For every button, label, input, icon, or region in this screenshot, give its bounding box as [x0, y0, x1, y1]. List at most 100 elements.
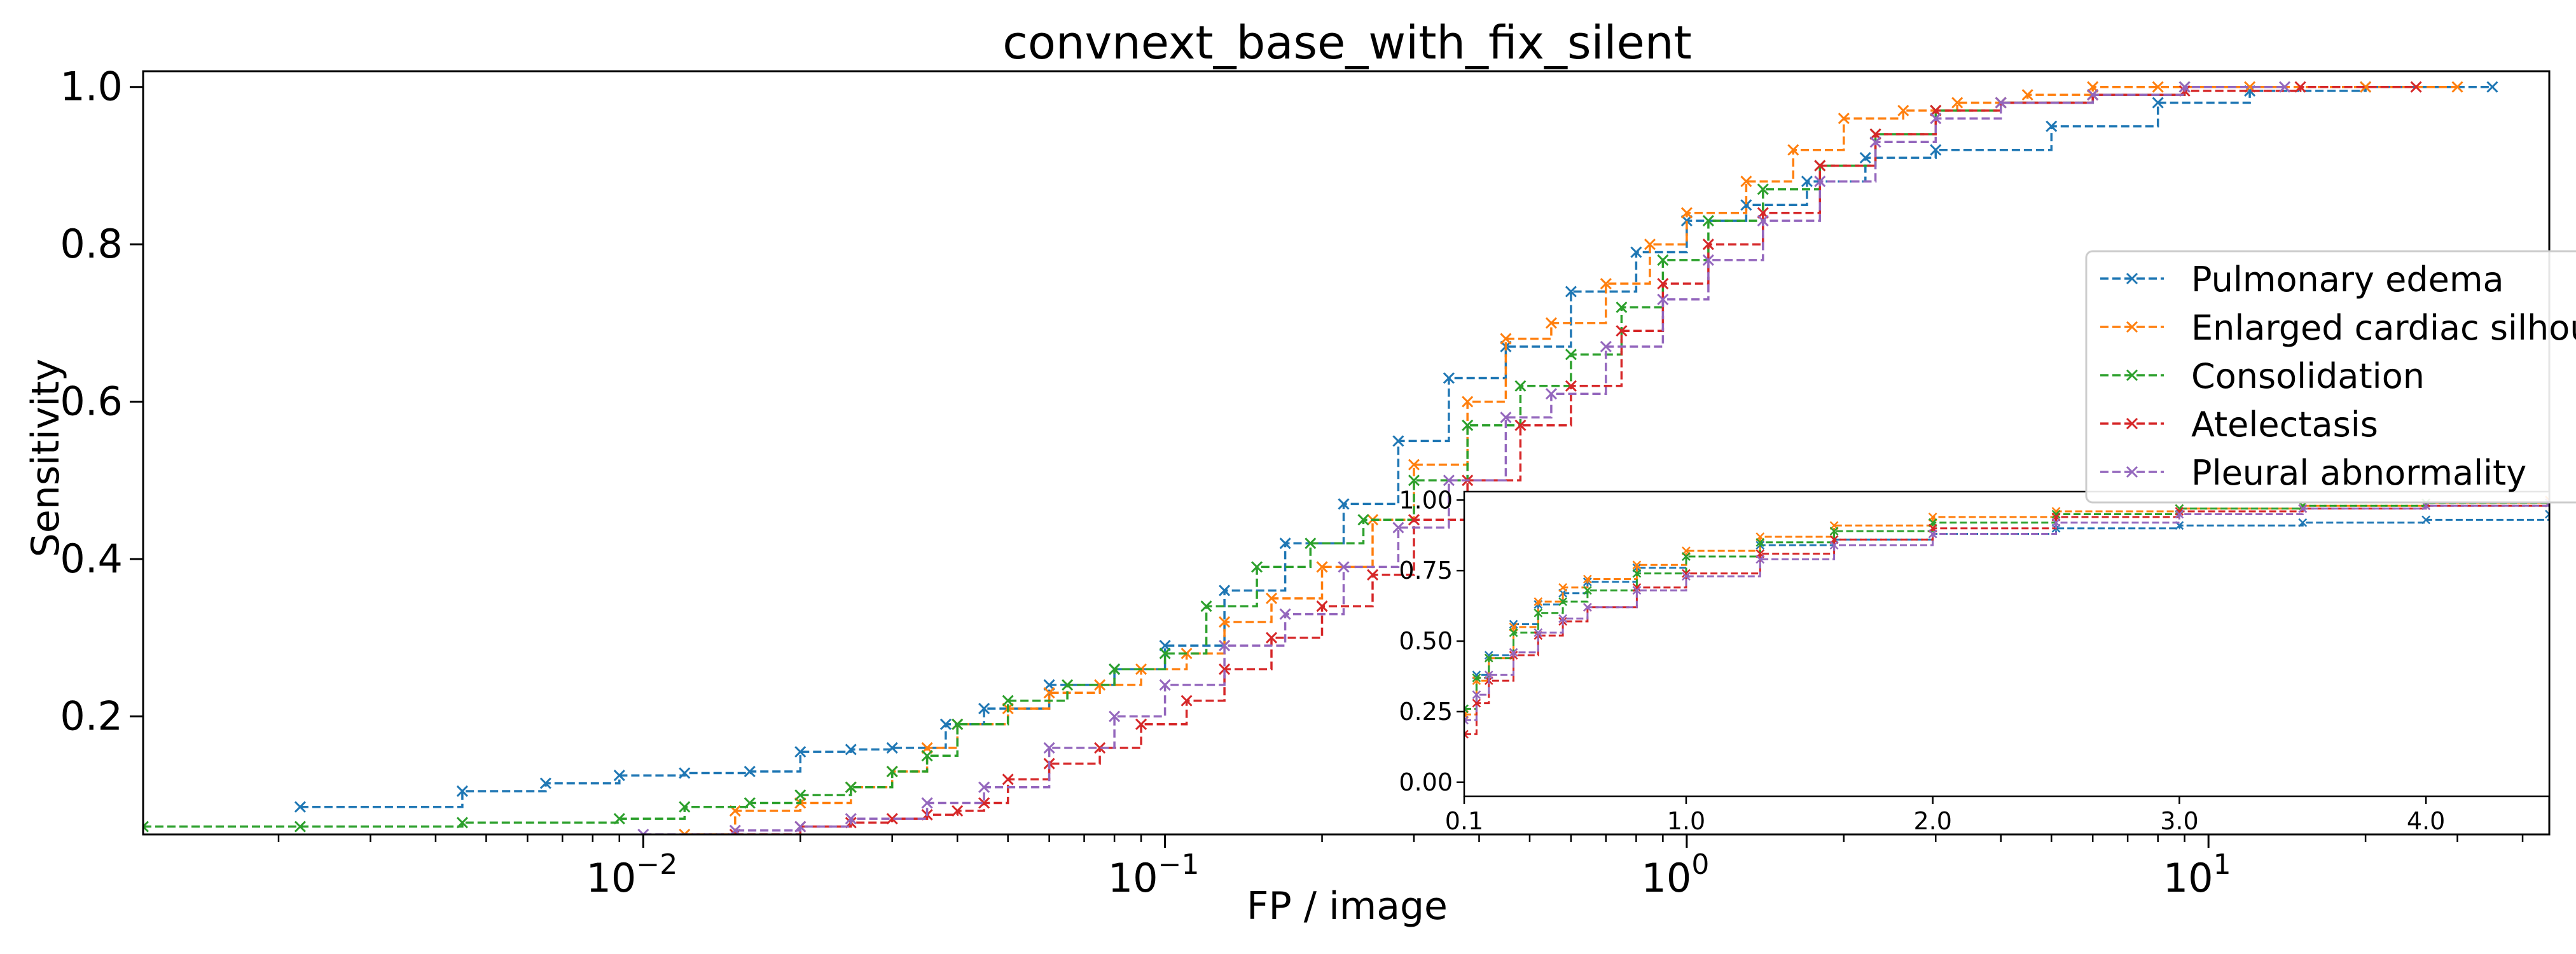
data-point — [294, 820, 306, 833]
data-point — [1740, 199, 1752, 211]
legend-label: Pleural abnormality — [2191, 453, 2526, 493]
data-point — [886, 765, 898, 778]
data-point — [1366, 569, 1379, 581]
data-point — [1509, 647, 1518, 657]
data-point — [1534, 628, 1543, 637]
data-point — [1443, 474, 1455, 487]
data-point — [1740, 176, 1752, 188]
data-point — [2051, 518, 2061, 527]
data-point — [1062, 679, 1074, 691]
y-tick-label: 0.8 — [60, 221, 123, 267]
data-point — [1534, 597, 1543, 606]
data-point — [456, 817, 468, 829]
data-point — [1829, 541, 1839, 550]
data-point — [1002, 695, 1014, 707]
data-point — [1094, 679, 1106, 691]
data-point — [679, 801, 691, 813]
data-point — [1814, 176, 1826, 188]
data-point — [2360, 81, 2372, 93]
data-point — [1897, 104, 1909, 116]
data-point — [1500, 333, 1512, 345]
data-point — [1043, 687, 1055, 699]
data-point — [1680, 207, 1693, 219]
data-point — [2021, 89, 2033, 101]
legend-item: Consolidation — [2100, 356, 2425, 396]
data-point — [1644, 238, 1656, 251]
legend-box — [2085, 250, 2576, 504]
data-point — [1657, 254, 1669, 266]
data-point — [1657, 293, 1669, 305]
data-point — [1657, 277, 1669, 290]
legend-marker — [2126, 417, 2138, 430]
data-point — [952, 805, 964, 817]
data-point — [1869, 136, 1881, 148]
data-point — [2175, 509, 2184, 519]
data-point — [1582, 586, 1592, 595]
legend-label: Consolidation — [2191, 356, 2425, 396]
legend-marker — [2126, 321, 2138, 333]
data-point — [1616, 325, 1628, 337]
data-point — [1472, 690, 1481, 700]
inset-x-tick-label: 2.0 — [1913, 807, 1951, 835]
data-point — [613, 813, 625, 825]
data-point — [1514, 380, 1527, 392]
data-point — [2298, 518, 2308, 527]
data-point — [1408, 514, 1420, 526]
data-point — [1600, 340, 1612, 353]
data-point — [2087, 89, 2099, 101]
data-point — [845, 743, 857, 756]
data-point — [886, 742, 898, 754]
data-point — [2421, 515, 2431, 525]
data-point — [613, 770, 625, 782]
x-tick-label: 10−2 — [586, 848, 677, 901]
data-point — [1630, 246, 1642, 258]
y-tick-label: 0.6 — [60, 378, 123, 425]
data-point — [1219, 640, 1231, 652]
series-line — [300, 85, 2493, 808]
data-point — [1265, 592, 1278, 604]
data-point — [2051, 509, 2061, 519]
data-point — [1500, 411, 1512, 424]
data-point — [1829, 527, 1839, 536]
x-minor-ticks — [277, 834, 2524, 842]
data-point — [1995, 97, 2007, 109]
data-point — [794, 820, 807, 833]
data-point — [1558, 597, 1567, 606]
data-point — [886, 813, 898, 825]
data-point — [1755, 537, 1765, 547]
inset-y-tick-label: 0.50 — [1399, 627, 1453, 655]
inset-series-line — [1464, 502, 2549, 721]
series-line — [735, 85, 2416, 834]
inset-y-tick-label: 0.00 — [1399, 768, 1453, 796]
data-point — [1316, 561, 1328, 573]
data-point — [1582, 574, 1592, 584]
data-point — [1755, 555, 1765, 564]
data-point — [1558, 583, 1567, 592]
data-point — [1338, 498, 1350, 510]
data-point — [456, 785, 468, 798]
data-point — [1109, 663, 1121, 675]
legend-item: Pulmonary edema — [2100, 259, 2504, 300]
data-point — [1838, 113, 1850, 125]
legend-item: Atelectasis — [2100, 404, 2378, 445]
inset-x-tick-label: 0.1 — [1445, 807, 1483, 835]
data-point — [1757, 214, 1769, 227]
y-axis-label: Sensitivity — [24, 359, 68, 557]
data-point — [2545, 509, 2549, 519]
data-point — [1484, 653, 1493, 663]
data-point — [1338, 561, 1350, 573]
data-point — [2410, 81, 2422, 93]
data-point — [1392, 522, 1404, 534]
inset-x-tick-label: 4.0 — [2407, 807, 2445, 835]
data-point — [1219, 616, 1231, 628]
series-atelectasis — [729, 81, 2422, 834]
data-point — [1357, 514, 1369, 526]
data-point — [679, 767, 691, 779]
y-tick-label: 0.2 — [60, 693, 123, 739]
data-point — [794, 789, 807, 801]
data-point — [294, 801, 306, 813]
series-pulmonary-edema — [294, 81, 2498, 813]
data-point — [744, 797, 756, 809]
data-point — [1279, 537, 1291, 550]
data-point — [2152, 97, 2164, 109]
